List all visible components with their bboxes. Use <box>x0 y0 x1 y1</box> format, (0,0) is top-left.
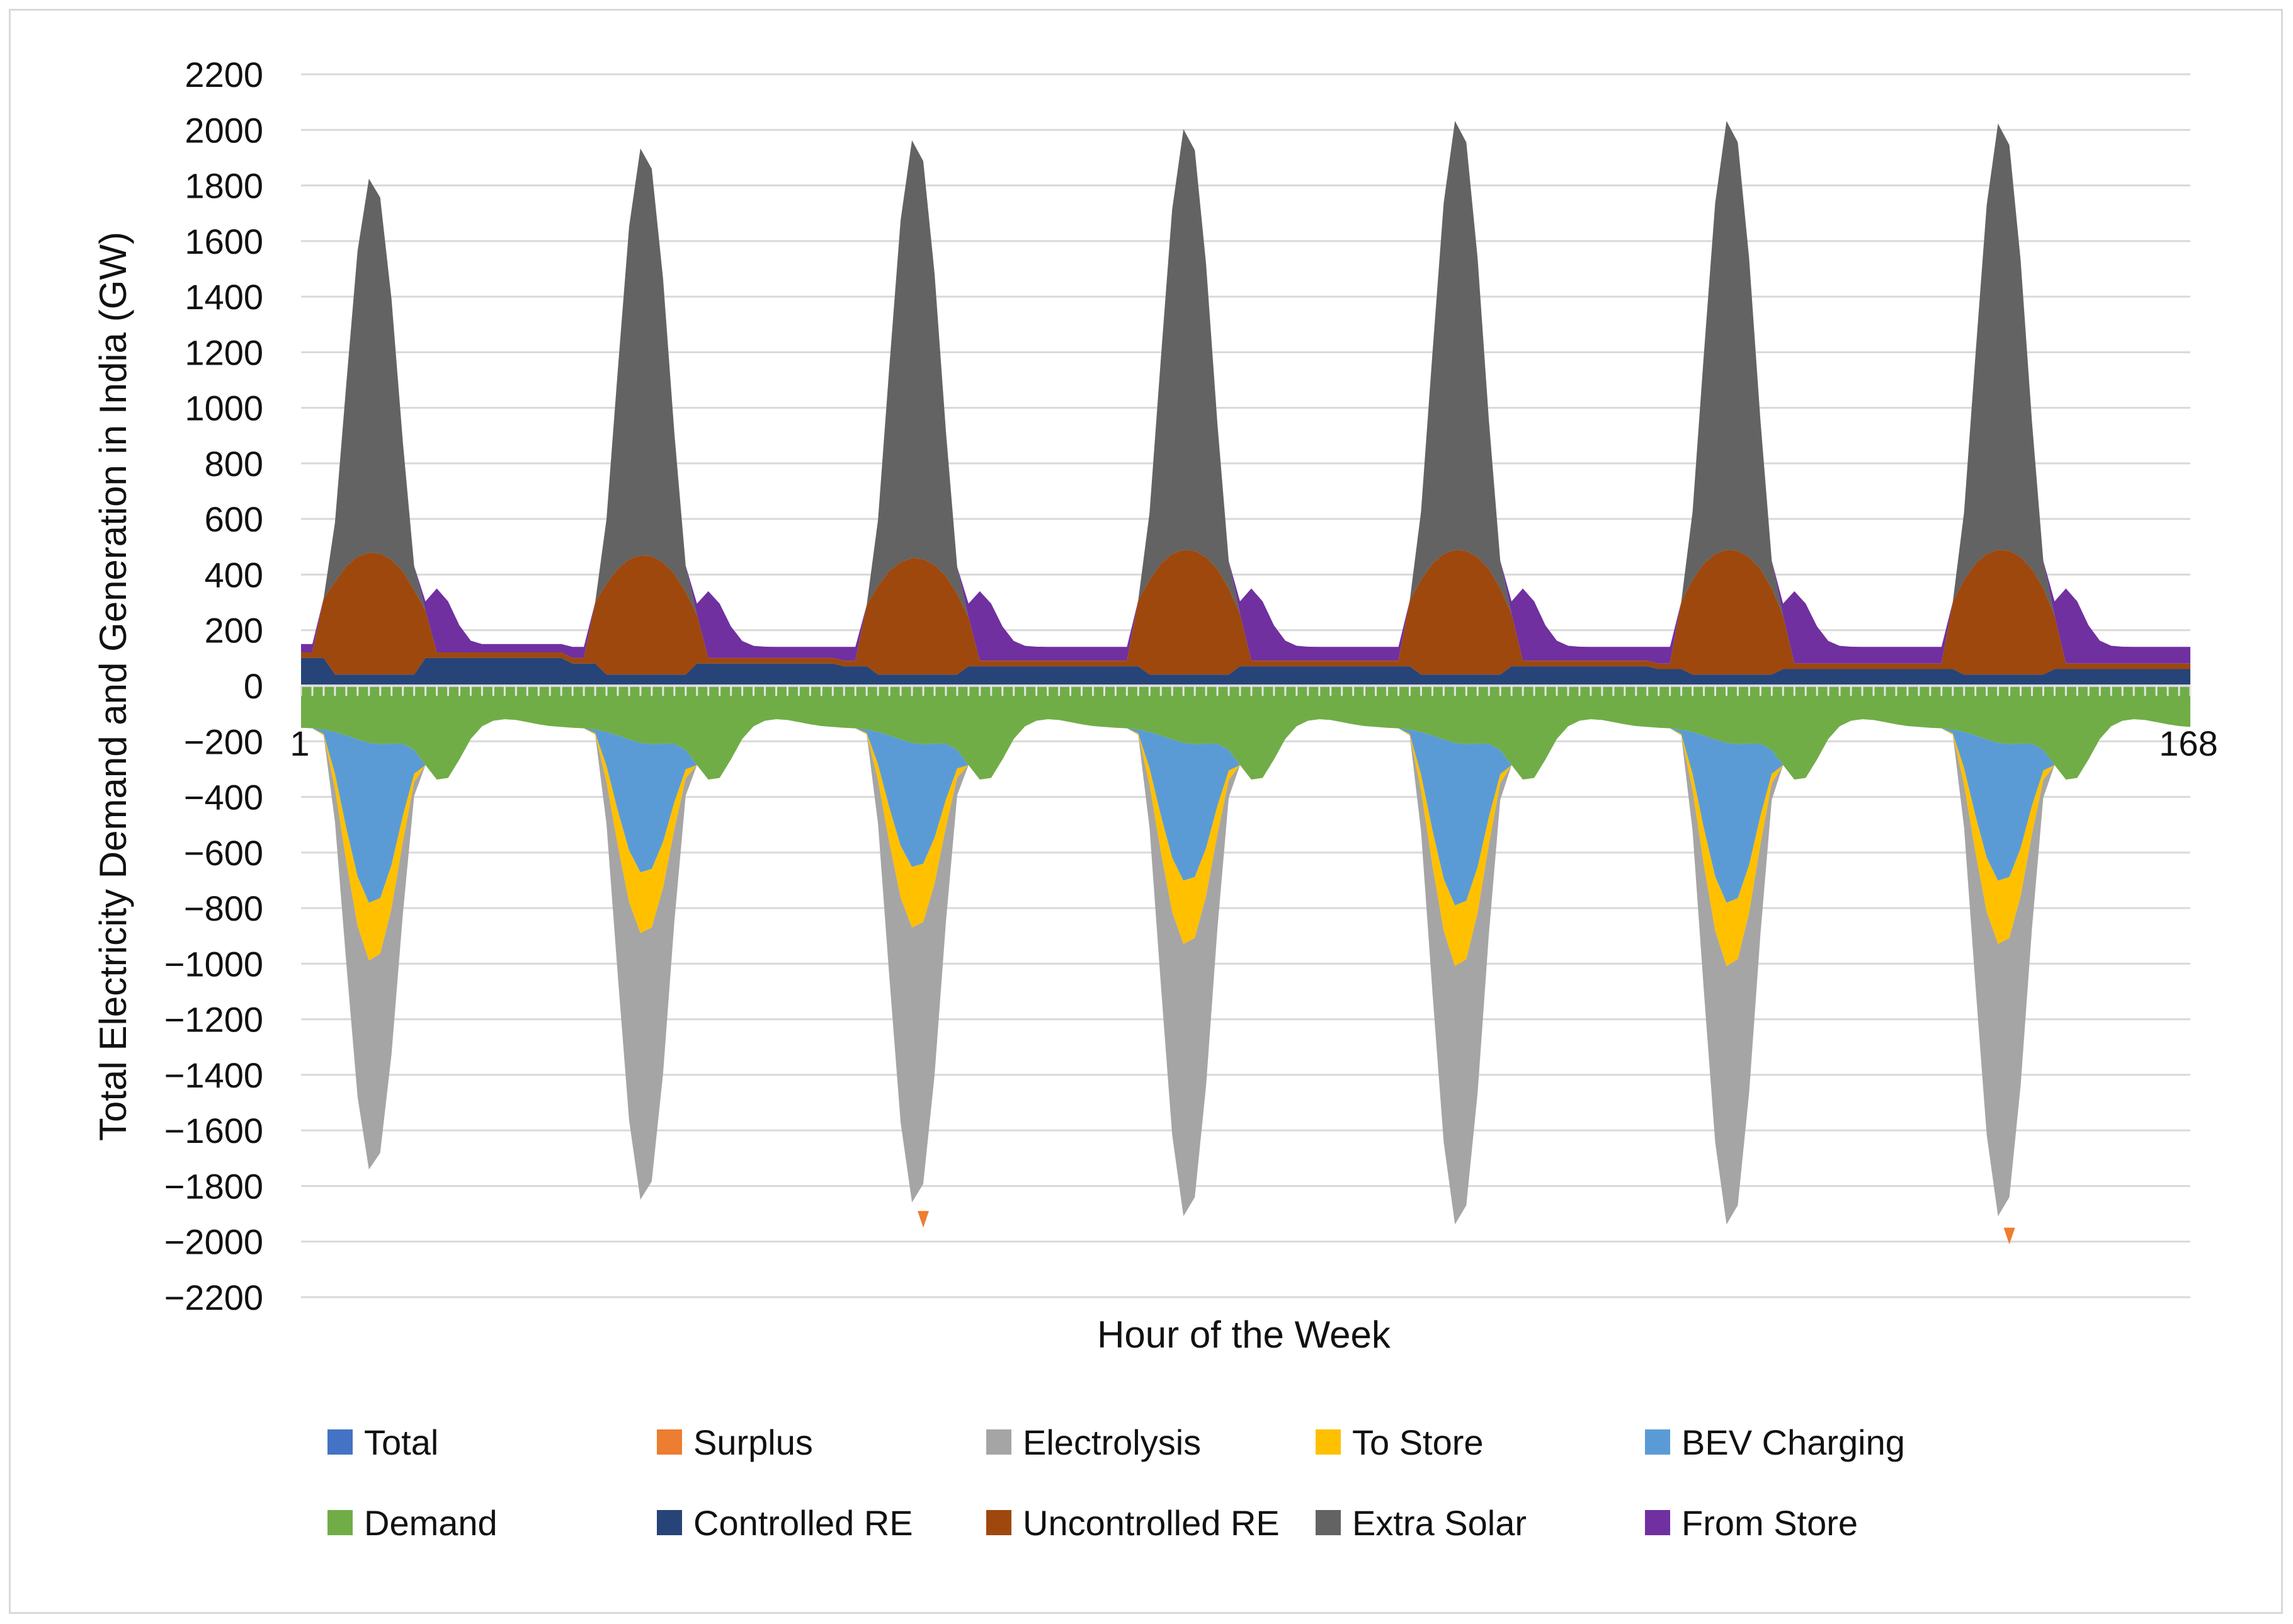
legend-item: Surplus <box>657 1422 813 1462</box>
legend-swatch <box>327 1510 353 1535</box>
y-tick-labels: 2200200018001600140012001000800600400200… <box>164 55 263 1317</box>
y-tick-label: −1800 <box>164 1166 263 1206</box>
legend-label: Total <box>364 1422 439 1462</box>
y-tick-label: −1200 <box>164 1000 263 1040</box>
x-tick-label-start: 1 <box>290 724 309 763</box>
y-tick-label: −2200 <box>164 1278 263 1317</box>
y-tick-label: −1000 <box>164 944 263 984</box>
series-uncontrolled-re <box>301 550 2190 675</box>
legend-swatch <box>1645 1429 1670 1455</box>
y-tick-label: 2200 <box>185 55 263 94</box>
legend-label: Electrolysis <box>1023 1422 1202 1462</box>
y-tick-label: 600 <box>205 499 263 539</box>
y-tick-label: −200 <box>184 722 263 761</box>
series-from-store <box>301 121 2190 664</box>
y-axis-title: Total Electricity Demand and Generation … <box>92 232 134 1141</box>
y-tick-label: −1400 <box>164 1055 263 1095</box>
y-tick-label: 400 <box>205 555 263 594</box>
legend-label: Extra Solar <box>1352 1502 1527 1543</box>
legend-item: Uncontrolled RE <box>986 1502 1280 1543</box>
series-surplus-spike <box>2003 1227 2015 1245</box>
legend-item: Total <box>327 1422 439 1462</box>
x-tick-label-end: 168 <box>2159 724 2217 763</box>
series-bev-charging <box>301 719 2190 906</box>
legend-item: BEV Charging <box>1645 1422 1905 1462</box>
series-to-store <box>301 719 2190 967</box>
legend-label: Demand <box>364 1502 498 1543</box>
legend-swatch <box>1316 1510 1341 1535</box>
y-tick-label: −2000 <box>164 1222 263 1262</box>
series-demand <box>301 686 2190 780</box>
series-controlled-re <box>301 657 2190 686</box>
legend-swatch <box>1316 1429 1341 1455</box>
legend-label: BEV Charging <box>1681 1422 1905 1462</box>
legend-label: Surplus <box>693 1422 813 1462</box>
legend-label: Uncontrolled RE <box>1023 1502 1280 1543</box>
legend-swatch <box>327 1429 353 1455</box>
y-tick-label: 1000 <box>185 389 263 428</box>
y-tick-label: 1600 <box>185 222 263 261</box>
legend-label: From Store <box>1681 1502 1858 1543</box>
y-tick-label: 800 <box>205 444 263 484</box>
legend-item: Extra Solar <box>1316 1502 1527 1543</box>
y-tick-label: −1600 <box>164 1111 263 1150</box>
y-tick-label: 0 <box>244 666 263 706</box>
y-tick-label: 2000 <box>185 110 263 150</box>
zero-axis <box>300 684 2192 696</box>
legend-swatch <box>657 1510 682 1535</box>
chart-areas <box>301 121 2190 1245</box>
y-tick-label: 1400 <box>185 277 263 317</box>
legend-label: To Store <box>1352 1422 1484 1462</box>
y-tick-label: −400 <box>184 778 263 817</box>
legend-item: From Store <box>1645 1502 1858 1543</box>
y-tick-label: −600 <box>184 833 263 873</box>
legend-item: Electrolysis <box>986 1422 1202 1462</box>
legend-swatch <box>986 1429 1011 1455</box>
legend-item: Controlled RE <box>657 1502 913 1543</box>
y-tick-label: 1800 <box>185 166 263 206</box>
series-electrolysis <box>301 719 2190 1225</box>
y-tick-label: 200 <box>205 611 263 650</box>
y-tick-label: −800 <box>184 889 263 928</box>
y-tick-label: 1200 <box>185 332 263 372</box>
legend-item: To Store <box>1316 1422 1484 1462</box>
legend-swatch <box>1645 1510 1670 1535</box>
legend-swatch <box>657 1429 682 1455</box>
legend-swatch <box>986 1510 1011 1535</box>
legend-label: Controlled RE <box>693 1502 913 1543</box>
legend: Total Surplus Electrolysis To Store BEV Char… <box>327 1422 2028 1587</box>
series-surplus-spike <box>918 1211 930 1228</box>
series-extra-solar <box>301 121 2190 664</box>
legend-item: Demand <box>327 1502 498 1543</box>
x-axis-title: Hour of the Week <box>1097 1314 1391 1356</box>
